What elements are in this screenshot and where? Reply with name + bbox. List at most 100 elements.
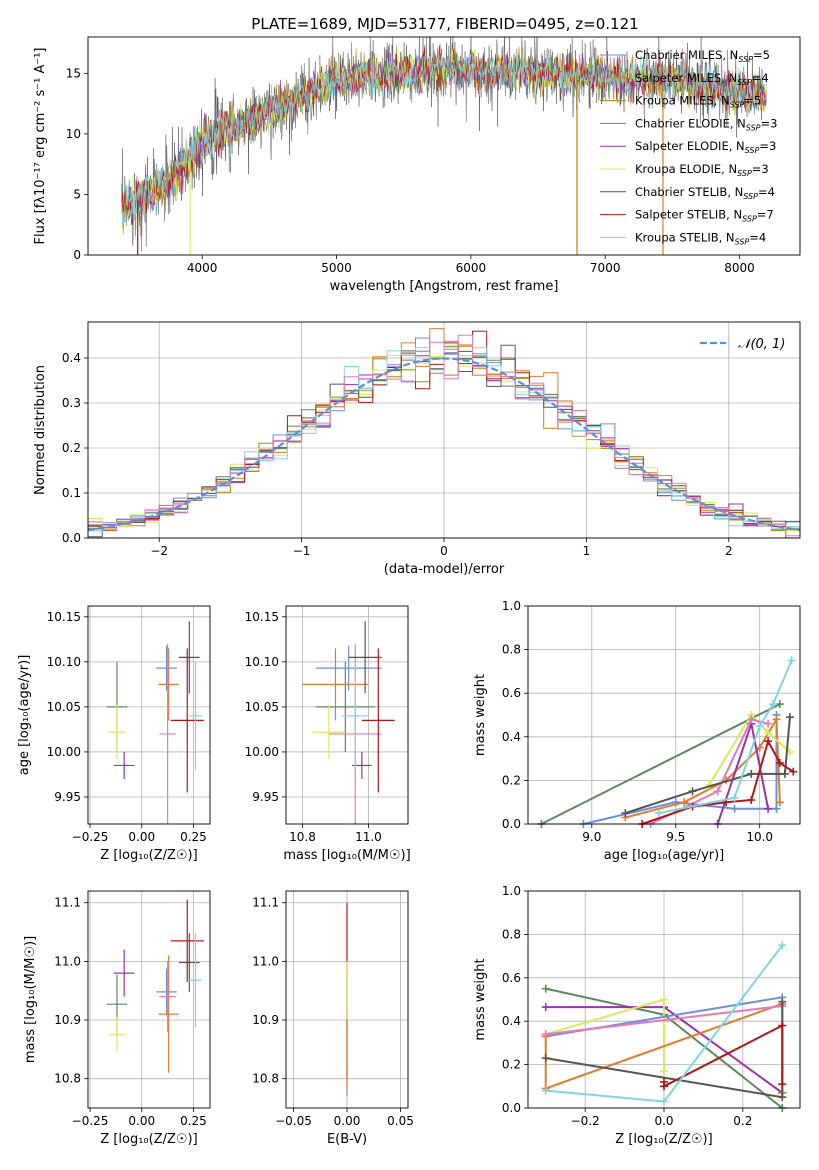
legend-label: Chabrier MILES, NSSP=5 [635, 48, 770, 64]
x-tick-label: −0.25 [72, 830, 109, 844]
y-axis-label: age [log₁₀(age/yr)] [17, 655, 32, 776]
panel-weight-vs-Z: −0.2 0.0 0.2 0.0 0.2 0.4 0.6 0.8 1.0 Z [log₁₀(Z/Z… [473, 884, 801, 1147]
y-tick-label: 11.1 [252, 896, 279, 910]
y-tick-label: 15 [66, 66, 81, 80]
errorbar-point [108, 1017, 126, 1053]
y-tick-label: 10.10 [245, 655, 279, 669]
x-axis-label: E(B-V) [327, 1132, 367, 1147]
y-tick-label: 0.6 [502, 686, 521, 700]
histogram-step [88, 334, 800, 538]
y-tick-label: 0.2 [502, 773, 521, 787]
y-tick-label: 0.3 [62, 396, 81, 410]
legend-count: =5 [753, 48, 770, 62]
errorbar-point [158, 955, 179, 1073]
spectrum-line [121, 37, 767, 252]
legend-count: =3 [761, 116, 778, 130]
y-tick-label: 10 [66, 127, 81, 141]
weight-line [625, 715, 781, 819]
x-tick-label: 6000 [456, 261, 487, 275]
axes-frame [87, 605, 211, 825]
panel-mass-vs-Z: −0.25 0.00 0.25 10.8 10.9 11.0 11.1 Z [log₁₀(Z/… [23, 890, 211, 1147]
x-tick-label: 0.25 [180, 1114, 207, 1128]
legend-subscript: SSP [742, 215, 757, 224]
errorbar-point [348, 621, 382, 694]
x-tick-label: 0.00 [128, 830, 155, 844]
legend-label: Salpeter ELODIE, NSSP=3 [635, 139, 776, 155]
weight-line [540, 703, 781, 825]
legend-text: Salpeter MILES, N [635, 71, 737, 85]
y-tick-label: 11.1 [54, 896, 81, 910]
y-tick-label: 1.0 [502, 884, 521, 898]
panel-spectrum: 4000 5000 6000 7000 8000 0 5 10 15 wavelength [An… [33, 36, 801, 294]
errorbar-point [189, 661, 202, 770]
x-tick-label: 7000 [590, 261, 621, 275]
y-axis-label: Normed distribution [33, 365, 48, 495]
panel-weight-vs-age: 9.0 9.5 10.0 0.0 0.2 0.4 0.6 0.8 1.0 age [log₁₀(a… [473, 599, 801, 863]
x-axis-label: (data-model)/error [384, 562, 505, 577]
x-tick-label: 0.05 [387, 1114, 414, 1128]
y-tick-label: 0.8 [502, 927, 521, 941]
y-tick-label: 10.8 [252, 1072, 279, 1086]
legend-subscript: SSP [737, 78, 752, 87]
legend-label: Kroupa ELODIE, NSSP=3 [635, 162, 769, 178]
errorbar-point [113, 949, 135, 997]
errorbar-point [342, 661, 369, 770]
x-tick-label: 4000 [187, 261, 218, 275]
y-axis-label: mass [log₁₀(M/M☉)] [23, 936, 38, 1063]
axes-frame [285, 890, 409, 1109]
x-tick-label: 0.00 [128, 1114, 155, 1128]
x-tick-label: 2 [725, 544, 733, 558]
y-tick-label: 0.4 [62, 351, 81, 365]
gaussian-curve [88, 357, 800, 532]
errorbar-point [315, 661, 376, 752]
errorbar-point [156, 645, 177, 691]
y-tick-label: 0.2 [502, 1058, 521, 1072]
legend-label: Kroupa STELIB, NSSP=4 [635, 230, 766, 246]
legend-count: =3 [759, 139, 776, 153]
x-axis-label: wavelength [Angstrom, rest frame] [330, 279, 559, 294]
errorbar-point [159, 643, 176, 824]
axes-frame [527, 605, 801, 825]
weight-series [654, 656, 796, 818]
y-tick-label: 10.05 [245, 700, 279, 714]
y-axis-label: mass weight [473, 958, 488, 1040]
errorbar-point [302, 648, 369, 721]
legend-text: Kroupa MILES, N [635, 94, 730, 108]
legend-count: =4 [749, 230, 766, 244]
legend-text: Salpeter STELIB, N [635, 208, 742, 222]
errorbar-point [189, 933, 202, 1028]
legend-text: Salpeter ELODIE, N [635, 139, 745, 153]
x-tick-label: 0.2 [733, 1114, 752, 1128]
errorbar-point [159, 961, 176, 1032]
legend-subscript: SSP [746, 123, 761, 132]
figure-title: PLATE=1689, MJD=53177, FIBERID=0495, z=0… [251, 15, 638, 33]
weight-series [541, 941, 787, 1106]
x-axis-label: Z [log₁₀(Z/Z☉)] [100, 848, 197, 863]
x-tick-label: −2 [150, 544, 168, 558]
y-tick-label: 10.00 [245, 745, 279, 759]
x-tick-label: 9.5 [666, 830, 685, 844]
histograms [88, 328, 800, 538]
errorbar-point [170, 648, 204, 793]
legend-text: Kroupa STELIB, N [635, 230, 735, 244]
x-tick-label: 9.0 [582, 830, 601, 844]
y-tick-label: 0.0 [502, 817, 521, 831]
axes-frame [527, 890, 801, 1109]
errorbar-point [158, 648, 179, 721]
legend-label: Salpeter STELIB, NSSP=7 [635, 208, 774, 224]
y-tick-label: 9.95 [252, 790, 279, 804]
legend-label: Kroupa MILES, NSSP=5 [635, 94, 761, 110]
y-tick-label: 0 [73, 248, 81, 262]
y-tick-label: 10.05 [47, 700, 81, 714]
y-tick-label: 10.10 [47, 655, 81, 669]
axes-frame [87, 890, 211, 1109]
x-tick-label: 0.0 [654, 1114, 673, 1128]
y-tick-label: 9.95 [54, 790, 81, 804]
legend-label: Chabrier STELIB, NSSP=4 [635, 185, 775, 201]
panel-age-vs-Z: −0.25 0.00 0.25 9.95 10.00 10.05 10.10 10.15 Z [… [17, 605, 211, 863]
weight-series [660, 1021, 787, 1091]
x-tick-label: 0 [440, 544, 448, 558]
y-tick-label: 10.8 [54, 1072, 81, 1086]
legend-subscript: SSP [743, 192, 758, 201]
